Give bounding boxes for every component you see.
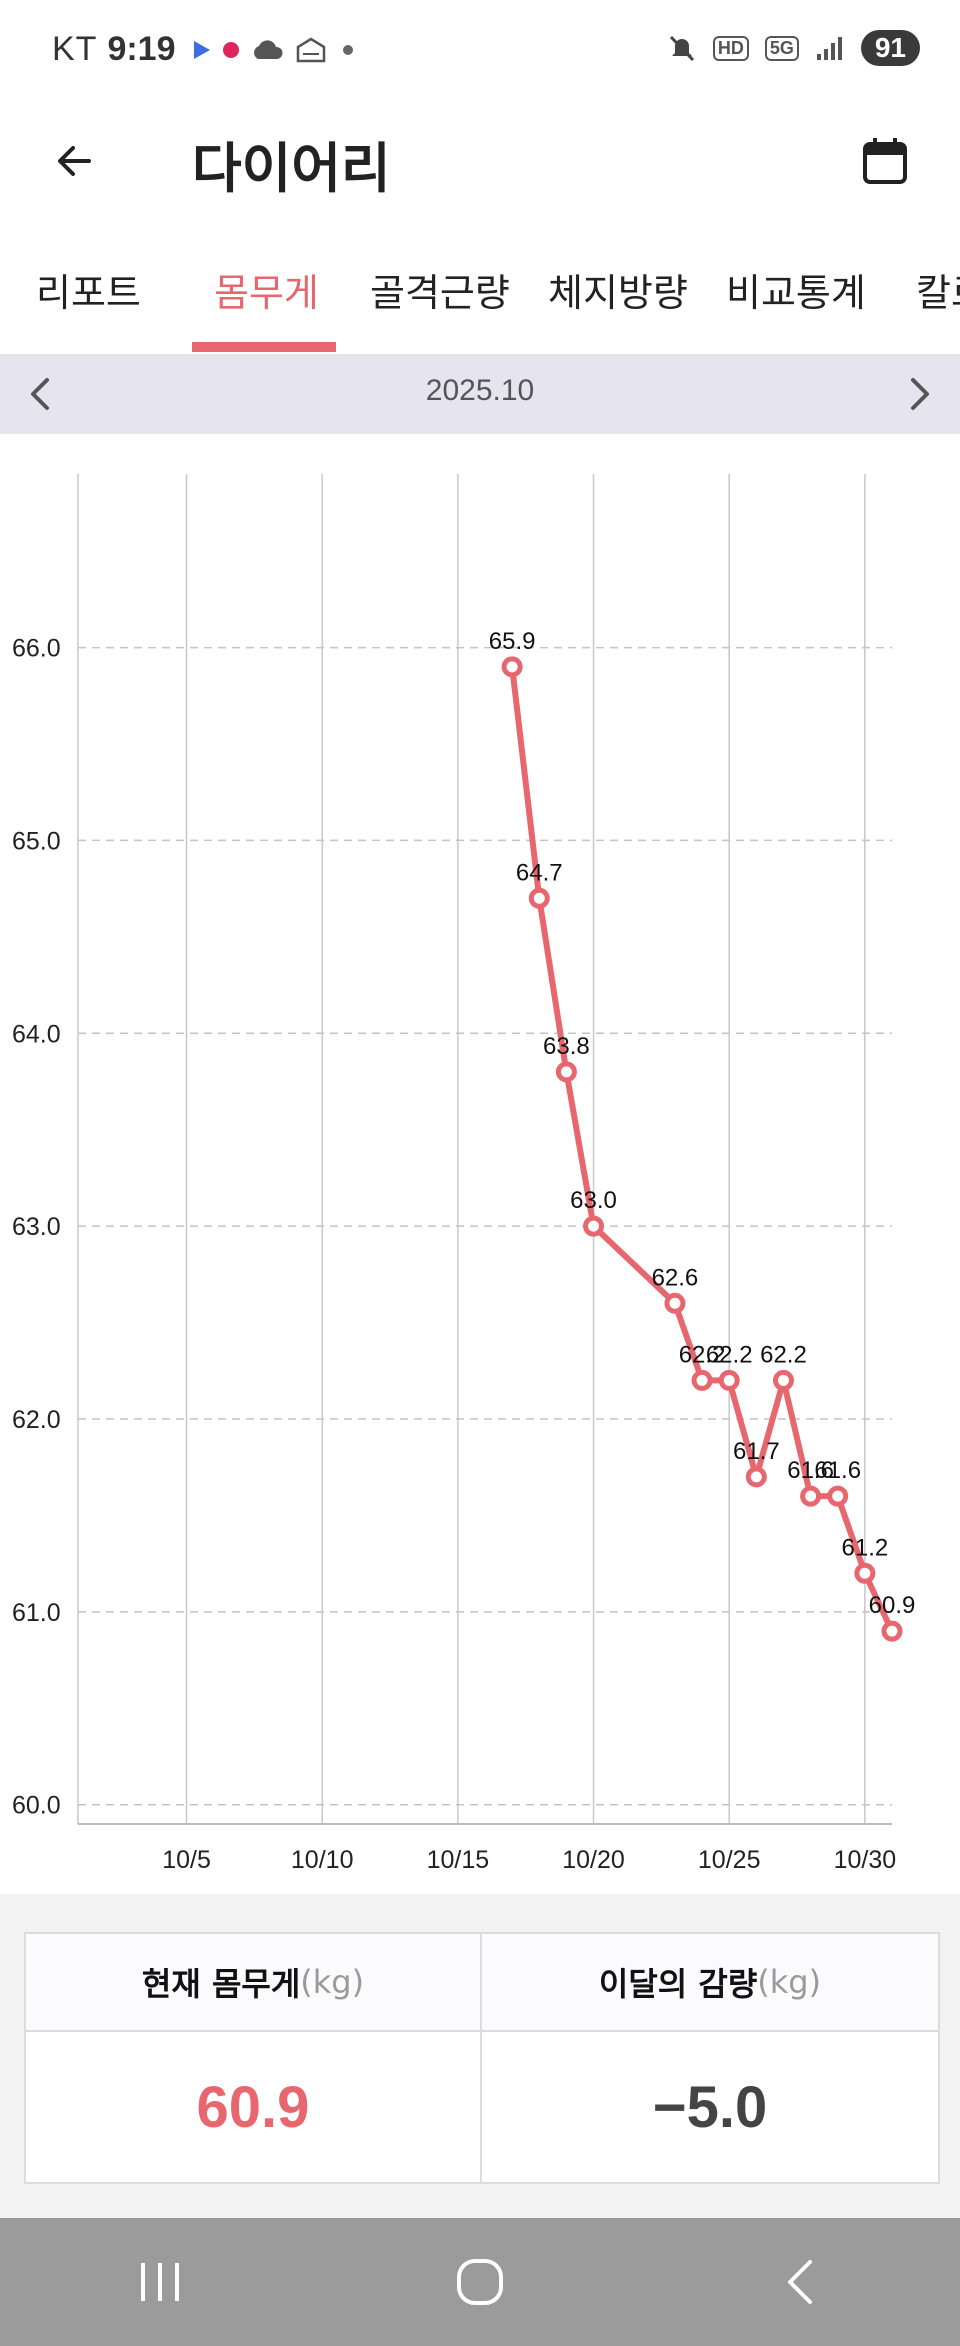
chevron-right-icon: [911, 378, 929, 410]
x-tick-label: 10/25: [698, 1846, 761, 1874]
monthly-loss-cell: −5.0: [482, 2032, 938, 2182]
x-tick-label: 10/15: [427, 1846, 490, 1874]
play-icon: [193, 40, 210, 59]
page-title: 다이어리: [192, 137, 391, 200]
monthly-loss-value: −5.0: [652, 2074, 768, 2140]
tab-body-fat[interactable]: 체지방량: [548, 271, 688, 315]
current-weight-header: 현재 몸무게 (kg): [26, 1934, 482, 2032]
weight-data-label: 65.9: [489, 628, 536, 655]
y-tick-label: 64.0: [12, 1020, 61, 1048]
weight-point[interactable]: [772, 1369, 794, 1391]
weight-data-label: 61.6: [814, 1457, 861, 1484]
tab-comparison[interactable]: 비교통계: [726, 271, 866, 315]
weight-point[interactable]: [528, 887, 550, 909]
monthly-loss-label: 이달의 감량: [598, 1965, 758, 2003]
weight-data-label: 62.2: [679, 1341, 726, 1368]
current-weight-unit: (kg): [300, 1963, 365, 2001]
tab-weight[interactable]: 몸무게: [214, 271, 319, 315]
month-navigator: 2025.10: [0, 354, 960, 434]
weight-data-label: 63.8: [543, 1033, 590, 1060]
5g-badge: 5G: [764, 35, 799, 61]
weight-data-label: 63.0: [570, 1187, 617, 1214]
x-tick-label: 10/30: [834, 1846, 897, 1874]
weight-data-label: 62.6: [652, 1264, 699, 1291]
calendar-button[interactable]: [850, 126, 920, 196]
weight-line-chart: 10/5 10/10 10/15 10/20 10/25 10/30 60.0 61.0 62.…: [12, 474, 916, 1874]
month-label: 2025.10: [425, 374, 535, 407]
carrier-label: KT: [52, 30, 98, 68]
current-weight-label: 현재 몸무게: [141, 1965, 301, 2003]
home-icon: [457, 2259, 503, 2305]
y-tick-label: 65.0: [12, 827, 61, 855]
summary-table: 현재 몸무게 (kg) 이달의 감량 (kg) 60.9 −5.0: [24, 1932, 940, 2184]
weight-point[interactable]: [745, 1466, 767, 1488]
weight-data-label: 62.2: [706, 1341, 753, 1368]
prev-month-button[interactable]: [0, 354, 80, 434]
current-weight-cell: 60.9: [26, 2032, 482, 2182]
next-month-button[interactable]: [880, 354, 960, 434]
weight-point[interactable]: [555, 1061, 577, 1083]
y-tick-label: 61.0: [12, 1599, 61, 1627]
weight-data-label: 64.7: [516, 859, 563, 886]
weight-point[interactable]: [718, 1369, 740, 1391]
x-tick-label: 10/5: [162, 1846, 211, 1874]
weight-data-label: 60.9: [869, 1592, 916, 1619]
weight-point[interactable]: [501, 656, 523, 678]
weight-chart: 10/5 10/10 10/15 10/20 10/25 10/30 60.0 61.0 62.…: [0, 434, 960, 1894]
y-tick-label: 62.0: [12, 1406, 61, 1434]
x-tick-label: 10/10: [291, 1846, 354, 1874]
weight-data-label: 61.6: [787, 1457, 834, 1484]
more-notifications-icon: [342, 44, 353, 55]
weight-point[interactable]: [800, 1485, 822, 1507]
weight-point[interactable]: [583, 1215, 605, 1237]
battery-indicator: 91: [860, 30, 920, 66]
recents-button[interactable]: [100, 2232, 220, 2332]
system-nav-bar: [0, 2218, 960, 2346]
back-icon: [788, 2260, 812, 2304]
arrow-left-icon: [58, 146, 91, 176]
y-tick-label: 66.0: [12, 635, 61, 663]
weight-data-label: 62.2: [760, 1341, 807, 1368]
status-bar: KT 9:19 HD 5G 91: [0, 0, 960, 100]
dot-icon: [222, 41, 239, 58]
app-badge-icon: [296, 37, 325, 62]
chevron-left-icon: [31, 378, 49, 410]
home-button[interactable]: [420, 2232, 540, 2332]
current-weight-value: 60.9: [196, 2074, 310, 2140]
weight-point[interactable]: [881, 1620, 903, 1642]
tab-calories[interactable]: 칼로: [916, 271, 960, 315]
clock: 9:19: [107, 30, 176, 68]
weight-data-label: 61.7: [733, 1438, 780, 1465]
back-nav-button[interactable]: [740, 2232, 860, 2332]
weight-point[interactable]: [691, 1369, 713, 1391]
weight-point[interactable]: [827, 1485, 849, 1507]
status-right: HD 5G 91: [667, 30, 920, 66]
back-button[interactable]: [40, 126, 110, 196]
hd-badge: HD: [712, 35, 749, 61]
monthly-loss-unit: (kg): [757, 1963, 822, 2001]
cloud-icon: [253, 39, 283, 59]
x-tick-label: 10/20: [562, 1846, 625, 1874]
notification-icons: [192, 35, 358, 65]
mute-icon: [669, 35, 694, 62]
weight-point[interactable]: [664, 1292, 686, 1314]
tab-skeletal-muscle[interactable]: 골격근량: [370, 271, 510, 315]
recents-icon: [141, 2263, 179, 2301]
y-tick-label: 63.0: [12, 1213, 61, 1241]
tab-bar: 리포트 몸무게 골격근량 체지방량 비교통계 칼로: [0, 240, 960, 356]
monthly-loss-header: 이달의 감량 (kg): [482, 1934, 938, 2032]
weight-data-label: 61.2: [842, 1534, 889, 1561]
active-tab-indicator: [192, 342, 336, 352]
y-tick-label: 60.0: [12, 1792, 61, 1820]
app-bar: 다이어리: [0, 100, 960, 220]
calendar-icon: [863, 138, 907, 184]
weight-point[interactable]: [854, 1562, 876, 1584]
signal-icon: [816, 37, 842, 60]
tab-report[interactable]: 리포트: [36, 271, 141, 315]
status-left: KT 9:19: [52, 30, 358, 69]
